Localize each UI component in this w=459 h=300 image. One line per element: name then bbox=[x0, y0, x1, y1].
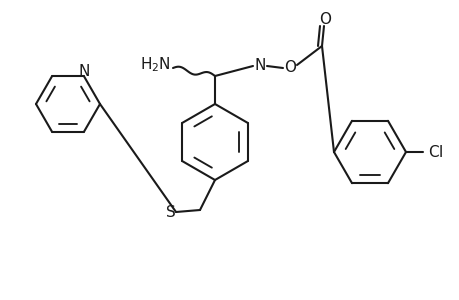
Text: $\mathrm{O}$: $\mathrm{O}$ bbox=[319, 11, 332, 27]
Text: $\mathrm{O}$: $\mathrm{O}$ bbox=[284, 59, 297, 75]
Text: $\mathrm{N}$: $\mathrm{N}$ bbox=[253, 57, 265, 73]
Text: $\mathrm{Cl}$: $\mathrm{Cl}$ bbox=[427, 144, 442, 160]
Text: $\mathrm{S}$: $\mathrm{S}$ bbox=[164, 204, 175, 220]
Text: $\mathrm{H_2N}$: $\mathrm{H_2N}$ bbox=[140, 56, 171, 74]
Text: $\mathrm{N}$: $\mathrm{N}$ bbox=[78, 63, 90, 79]
